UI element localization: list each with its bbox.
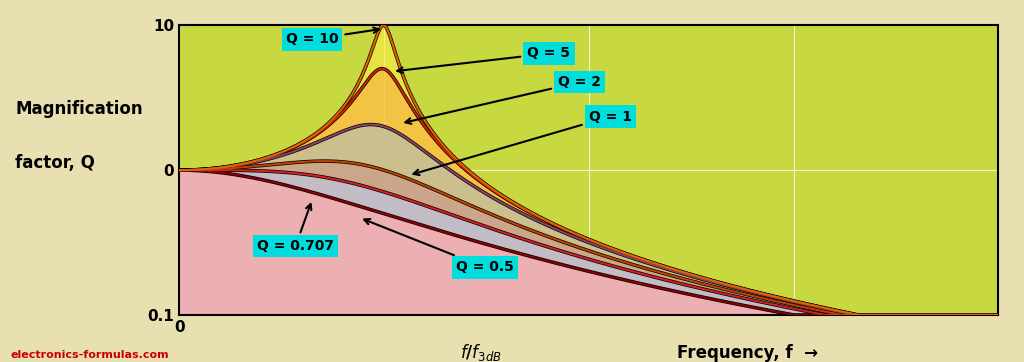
Text: Q = 1: Q = 1: [414, 110, 632, 175]
Text: Q = 0.5: Q = 0.5: [365, 219, 514, 274]
Text: Q = 0.707: Q = 0.707: [257, 204, 334, 253]
Text: factor, Q: factor, Q: [15, 154, 95, 172]
Text: Frequency, f  →: Frequency, f →: [677, 344, 818, 362]
Text: $f$/$f_{3dB}$: $f$/$f_{3dB}$: [461, 342, 502, 362]
Text: electronics-formulas.com: electronics-formulas.com: [10, 350, 169, 360]
Text: Q = 2: Q = 2: [406, 75, 601, 124]
Text: Q = 5: Q = 5: [397, 46, 570, 73]
Text: Magnification: Magnification: [15, 100, 143, 118]
Text: Q = 10: Q = 10: [286, 28, 379, 46]
